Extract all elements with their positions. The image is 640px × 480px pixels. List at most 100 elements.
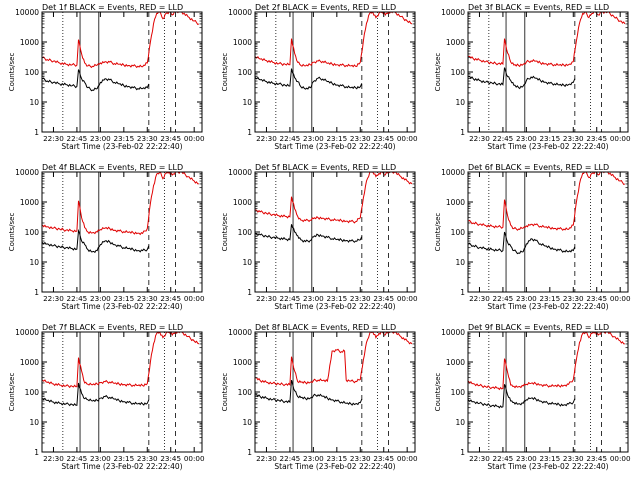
x-tick-label: 00:00 <box>397 134 418 143</box>
x-tick-label: 22:45 <box>280 454 301 463</box>
series-line-events <box>42 382 150 407</box>
series-line-events <box>255 68 363 90</box>
y-tick-label: 100 <box>451 228 466 237</box>
x-tick-label: 23:15 <box>326 294 347 303</box>
x-tick-label: 23:45 <box>160 294 181 303</box>
y-tick-label: 10000 <box>15 328 39 337</box>
x-tick-label: 23:45 <box>373 134 394 143</box>
y-tick-label: 1 <box>247 448 252 457</box>
series-line-events <box>255 379 363 406</box>
x-tick-label: 22:45 <box>493 454 514 463</box>
x-axis-label: Start Time (23-Feb-02 22:22:40) <box>274 462 395 471</box>
chart-panel-7f: 1 10 100 1000 10000 22:30 22:45 23:00 23:15 23:30… <box>8 323 205 471</box>
x-tick-label: 23:15 <box>539 454 560 463</box>
x-tick-label: 23:30 <box>350 134 371 143</box>
x-tick-label: 23:30 <box>137 134 158 143</box>
x-tick-label: 23:45 <box>373 294 394 303</box>
y-tick-label: 100 <box>238 228 253 237</box>
series-line-lld <box>42 12 200 69</box>
y-tick-label: 10000 <box>441 168 465 177</box>
x-tick-label: 23:15 <box>326 454 347 463</box>
chart-panel-3f: 1 10 100 1000 10000 22:30 22:45 23:00 23:15 23:30… <box>434 3 631 151</box>
chart-panel-9f: 1 10 100 1000 10000 22:30 22:45 23:00 23:15 23:30… <box>434 323 631 471</box>
y-axis-label: Counts/sec <box>8 373 16 412</box>
y-tick-label: 1 <box>34 128 39 137</box>
y-axis-label: Counts/sec <box>434 373 442 412</box>
x-tick-label: 23:00 <box>516 134 537 143</box>
y-tick-label: 100 <box>25 228 40 237</box>
y-axis-label: Counts/sec <box>8 213 16 252</box>
chart-panel-6f: 1 10 100 1000 10000 22:30 22:45 23:00 23:15 23:30… <box>434 163 631 311</box>
y-tick-label: 10 <box>455 418 465 427</box>
y-tick-label: 1000 <box>233 38 252 47</box>
y-tick-label: 10000 <box>228 168 252 177</box>
y-tick-label: 1 <box>34 288 39 297</box>
y-tick-label: 100 <box>25 68 40 77</box>
y-tick-label: 100 <box>451 68 466 77</box>
x-tick-label: 23:00 <box>303 134 324 143</box>
chart-panel-8f: 1 10 100 1000 10000 22:30 22:45 23:00 23:15 23:30… <box>221 323 418 471</box>
y-axis-label: Counts/sec <box>221 373 229 412</box>
y-tick-label: 1 <box>247 288 252 297</box>
y-tick-label: 10000 <box>15 168 39 177</box>
y-tick-label: 1 <box>460 288 465 297</box>
series-line-lld <box>468 332 625 391</box>
x-axis-label: Start Time (23-Feb-02 22:22:40) <box>274 142 395 151</box>
x-tick-label: 22:30 <box>256 134 277 143</box>
x-tick-label: 23:45 <box>586 294 607 303</box>
series-line-events <box>42 69 150 92</box>
x-tick-label: 22:30 <box>469 454 490 463</box>
chart-title: Det 5f BLACK = Events, RED = LLD <box>255 163 396 172</box>
x-tick-label: 22:45 <box>280 134 301 143</box>
x-tick-label: 00:00 <box>610 454 631 463</box>
x-tick-label: 22:45 <box>493 134 514 143</box>
x-tick-label: 23:00 <box>303 454 324 463</box>
x-tick-label: 23:45 <box>160 454 181 463</box>
y-tick-label: 10 <box>242 418 252 427</box>
x-axis-label: Start Time (23-Feb-02 22:22:40) <box>61 142 182 151</box>
y-tick-label: 10000 <box>441 328 465 337</box>
y-tick-label: 1 <box>460 128 465 137</box>
x-tick-label: 00:00 <box>610 134 631 143</box>
series-line-lld <box>42 332 200 389</box>
y-tick-label: 10 <box>29 258 39 267</box>
x-tick-label: 23:00 <box>90 454 111 463</box>
x-tick-label: 23:15 <box>113 294 134 303</box>
y-tick-label: 1000 <box>20 358 39 367</box>
x-tick-label: 00:00 <box>184 454 205 463</box>
y-tick-label: 1000 <box>446 38 465 47</box>
y-tick-label: 10000 <box>441 8 465 17</box>
x-tick-label: 23:30 <box>563 134 584 143</box>
y-tick-label: 10 <box>242 98 252 107</box>
x-tick-label: 22:30 <box>43 134 64 143</box>
y-tick-label: 100 <box>238 388 253 397</box>
chart-title: Det 3f BLACK = Events, RED = LLD <box>468 3 609 12</box>
series-line-lld <box>468 12 626 68</box>
y-axis-label: Counts/sec <box>434 53 442 92</box>
y-tick-label: 1 <box>460 448 465 457</box>
y-axis-label: Counts/sec <box>221 213 229 252</box>
y-tick-label: 1000 <box>233 198 252 207</box>
x-tick-label: 23:00 <box>303 294 324 303</box>
series-line-lld <box>42 172 199 236</box>
x-tick-label: 22:30 <box>256 294 277 303</box>
x-tick-label: 22:30 <box>469 134 490 143</box>
series-line-lld <box>468 172 626 231</box>
series-line-events <box>255 224 363 243</box>
y-tick-label: 10 <box>455 98 465 107</box>
x-tick-label: 22:45 <box>67 134 88 143</box>
series-line-lld <box>255 332 413 387</box>
x-axis-label: Start Time (23-Feb-02 22:22:40) <box>61 302 182 311</box>
x-tick-label: 23:30 <box>350 294 371 303</box>
x-tick-label: 23:45 <box>586 134 607 143</box>
x-axis-label: Start Time (23-Feb-02 22:22:40) <box>274 302 395 311</box>
y-tick-label: 10 <box>29 98 39 107</box>
x-axis-label: Start Time (23-Feb-02 22:22:40) <box>487 302 608 311</box>
x-tick-label: 23:45 <box>586 454 607 463</box>
y-tick-label: 1000 <box>20 198 39 207</box>
chart-panel-5f: 1 10 100 1000 10000 22:30 22:45 23:00 23:15 23:30… <box>221 163 418 311</box>
y-tick-label: 1000 <box>233 358 252 367</box>
y-axis-label: Counts/sec <box>8 53 16 92</box>
y-tick-label: 10000 <box>228 328 252 337</box>
